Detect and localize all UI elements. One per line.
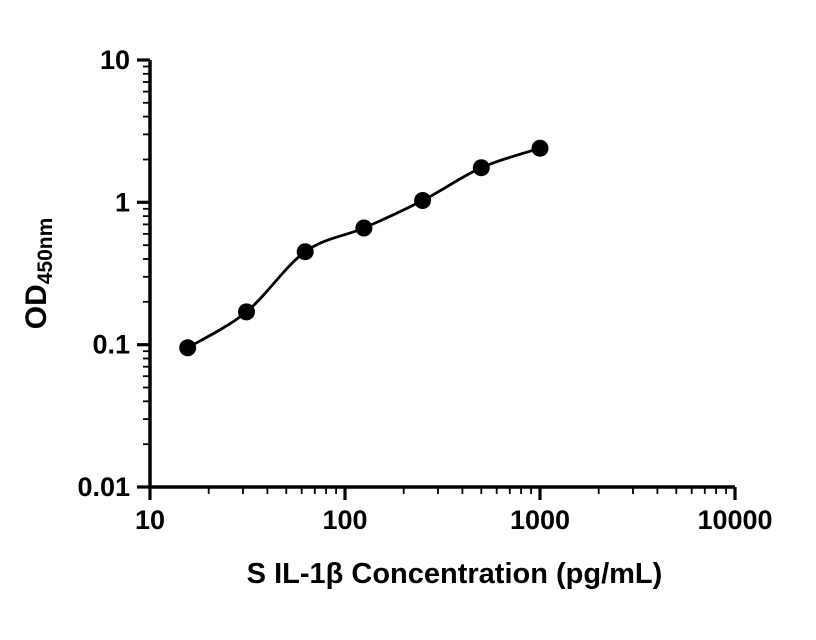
x-tick-label: 100 <box>322 505 367 535</box>
data-point <box>296 243 314 261</box>
y-tick-label: 1 <box>115 187 130 217</box>
y-tick-label: 0.1 <box>92 330 130 360</box>
x-tick-label: 1000 <box>510 505 570 535</box>
data-point <box>238 303 255 321</box>
x-axis-title: S IL-1β Concentration (pg/mL) <box>247 558 663 590</box>
x-tick-label: 10000 <box>697 505 772 535</box>
axes <box>148 60 735 489</box>
data-point <box>355 219 373 237</box>
x-tick-label: 10 <box>135 505 165 535</box>
data-point <box>179 339 197 357</box>
data-point <box>414 192 432 209</box>
y-tick-label: 0.01 <box>77 472 130 502</box>
data-point <box>531 139 549 157</box>
data-point <box>472 159 490 177</box>
y-tick-label: 10 <box>100 45 130 75</box>
y-axis-title: OD450nm <box>20 218 57 330</box>
